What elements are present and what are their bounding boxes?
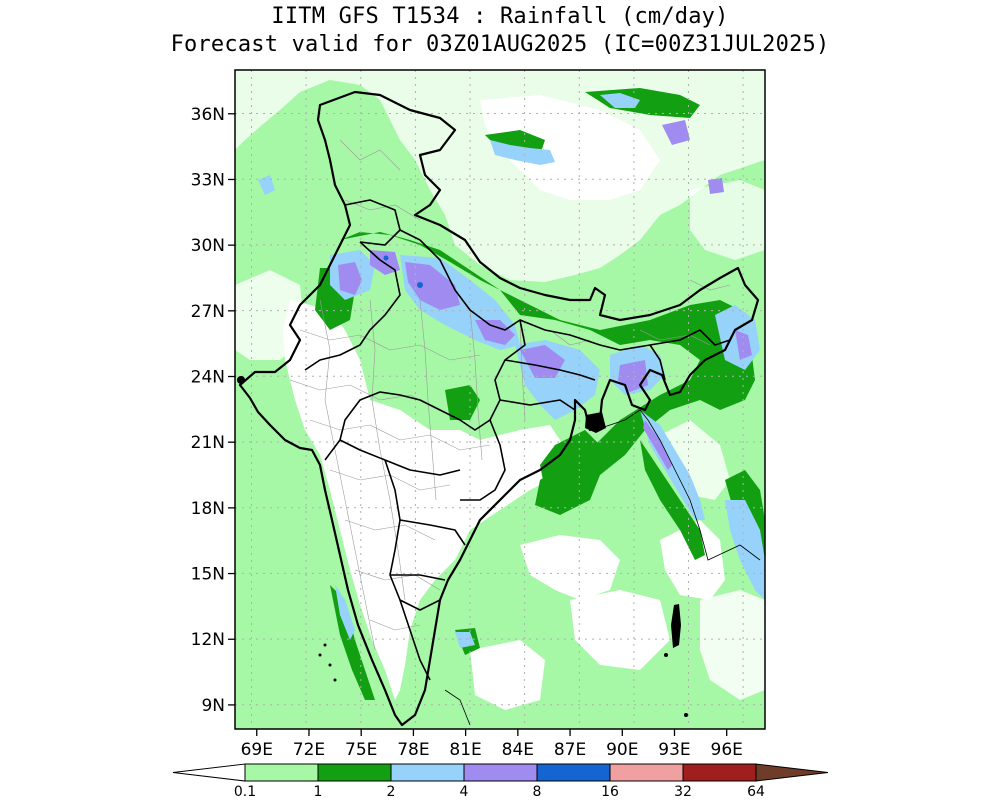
colorbar-level-label: 0.1 bbox=[234, 784, 256, 800]
lat-tick-label: 9N bbox=[201, 696, 225, 716]
colorbar-level-label: 8 bbox=[533, 784, 542, 800]
lat-tick-label: 15N bbox=[191, 565, 225, 585]
colorbar-segment bbox=[463, 763, 538, 782]
colorbar-segment bbox=[609, 763, 684, 782]
lakshadweep-islands bbox=[318, 643, 337, 682]
india-outline bbox=[238, 90, 760, 727]
colorbar-level-label: 1 bbox=[314, 784, 323, 800]
lat-tick-label: 24N bbox=[191, 368, 225, 388]
colorbar-min-arrow bbox=[172, 763, 246, 782]
longitude-axis: 69E 72E 75E 78E 81E 84E 87E 90E 93E 96E bbox=[241, 729, 743, 760]
colorbar-segment bbox=[390, 763, 465, 782]
state-boundaries bbox=[304, 199, 731, 681]
colorbar-level-label: 64 bbox=[747, 784, 765, 800]
map-title: IITM GFS T1534 : Rainfall (cm/day) bbox=[271, 4, 729, 29]
lon-tick-label: 84E bbox=[502, 740, 534, 760]
dry-regions bbox=[235, 70, 765, 710]
lon-tick-label: 90E bbox=[606, 740, 638, 760]
lat-tick-label: 33N bbox=[191, 170, 225, 190]
colorbar-segment bbox=[317, 763, 392, 782]
lon-tick-label: 87E bbox=[554, 740, 586, 760]
lon-tick-label: 72E bbox=[293, 740, 325, 760]
andaman-islands bbox=[237, 376, 688, 717]
map-frame bbox=[234, 69, 766, 730]
lat-tick-label: 12N bbox=[191, 630, 225, 650]
lat-tick-label: 36N bbox=[191, 105, 225, 125]
lon-tick-label: 96E bbox=[711, 740, 743, 760]
lat-tick-label: 21N bbox=[191, 433, 225, 453]
colorbar-segment bbox=[536, 763, 611, 782]
colorbar-level-label: 32 bbox=[674, 784, 692, 800]
lon-tick-label: 81E bbox=[449, 740, 481, 760]
rain-field-very-heavy bbox=[338, 120, 752, 470]
lon-tick-label: 69E bbox=[241, 740, 273, 760]
coastline bbox=[444, 409, 761, 726]
colorbar-segment bbox=[682, 763, 757, 782]
colorbar-level-label: 2 bbox=[387, 784, 396, 800]
lat-tick-label: 18N bbox=[191, 499, 225, 519]
latitude-axis: 36N 33N 30N 27N 24N 21N 18N 15N 12N 9N bbox=[191, 105, 235, 716]
colorbar-segment bbox=[244, 763, 319, 782]
lat-tick-label: 27N bbox=[191, 302, 225, 322]
map-plot-area bbox=[235, 70, 765, 729]
lon-tick-label: 78E bbox=[397, 740, 429, 760]
colorbar-level-label: 16 bbox=[601, 784, 619, 800]
lon-tick-label: 93E bbox=[658, 740, 690, 760]
map-subtitle: Forecast valid for 03Z01AUG2025 (IC=00Z3… bbox=[170, 32, 830, 57]
lon-tick-label: 75E bbox=[345, 740, 377, 760]
rain-field-extreme bbox=[383, 255, 423, 288]
colorbar: 0.1 1 2 4 8 16 32 64 bbox=[172, 763, 829, 800]
colorbar-level-label: 4 bbox=[460, 784, 469, 800]
lat-tick-label: 30N bbox=[191, 236, 225, 256]
colorbar-max-arrow bbox=[755, 763, 829, 782]
